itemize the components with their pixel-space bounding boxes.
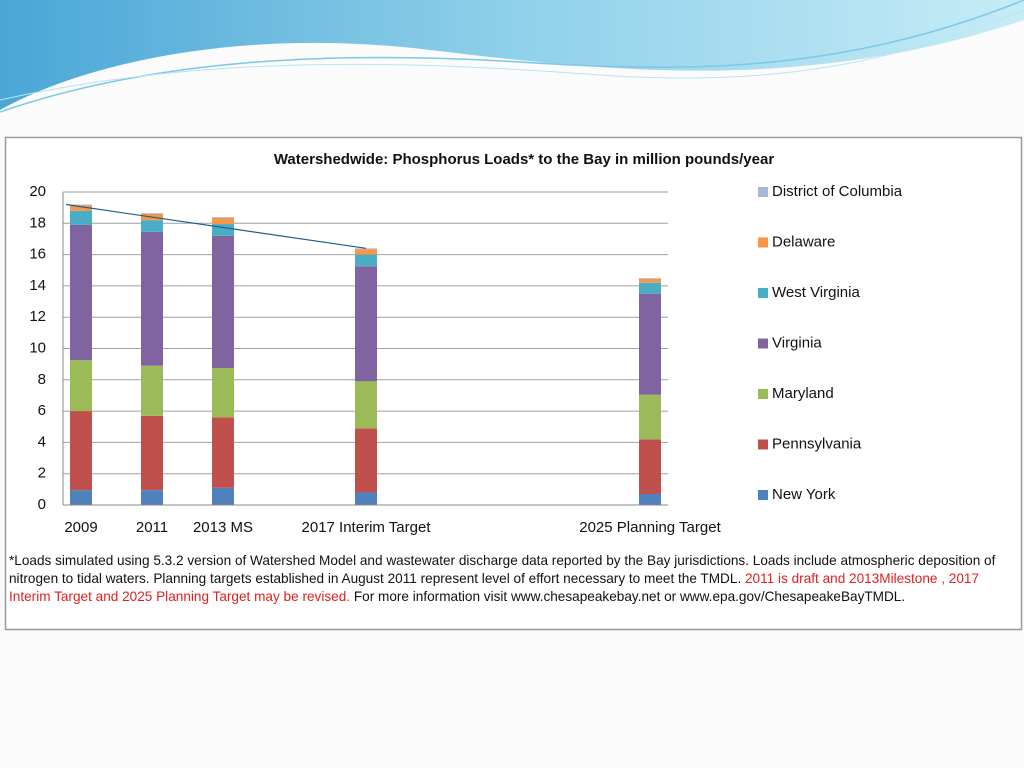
- bar-segment: [141, 213, 163, 214]
- header-wave: [0, 0, 1024, 110]
- bar-segment: [355, 381, 377, 429]
- bar-segment: [141, 415, 163, 491]
- footnote-text: For more information visit www.chesapeak…: [353, 589, 906, 604]
- legend-swatch: [758, 187, 768, 197]
- legend-swatch: [758, 439, 768, 450]
- y-tick-label: 18: [29, 214, 46, 231]
- y-tick-label: 6: [38, 402, 46, 419]
- bar-segment: [639, 439, 661, 495]
- legend-label: Maryland: [772, 385, 834, 402]
- bar-segment: [639, 278, 661, 279]
- bar-segment: [141, 231, 163, 366]
- legend-swatch: [758, 389, 768, 399]
- y-tick-label: 4: [38, 433, 46, 450]
- bar-segment: [212, 417, 234, 488]
- bar-segment: [70, 490, 92, 505]
- bar-segment: [639, 293, 661, 395]
- bar-segment: [70, 360, 92, 412]
- bar-segment: [355, 248, 377, 250]
- y-tick-label: 16: [29, 246, 46, 263]
- bar-segment: [639, 394, 661, 440]
- bar-segment: [70, 210, 92, 225]
- legend-label: West Virginia: [772, 284, 860, 301]
- bar-segment: [639, 278, 661, 283]
- legend-swatch: [758, 237, 768, 248]
- bar-segment: [355, 254, 377, 267]
- legend-label: Virginia: [772, 334, 822, 351]
- bar-segment: [141, 365, 163, 416]
- legend-label: District of Columbia: [772, 183, 903, 200]
- trend-line: [65, 203, 367, 249]
- chart-frame: [4, 136, 1023, 631]
- bar-segment: [141, 220, 163, 232]
- y-tick-label: 2: [38, 465, 46, 482]
- y-tick-label: 10: [29, 339, 46, 356]
- bar-segment: [639, 282, 661, 294]
- bar-segment: [355, 428, 377, 493]
- x-tick-label: 2013 MS: [193, 519, 253, 536]
- bar-segment: [70, 411, 92, 491]
- bar-segment: [212, 235, 234, 369]
- footnote-text: 2011 is draft and 2013Milestone , 2017 I…: [9, 571, 980, 604]
- x-tick-label: 2011: [136, 519, 168, 536]
- bar-segment: [355, 492, 377, 505]
- legend-label: New York: [772, 486, 836, 503]
- bar-segment: [70, 204, 92, 206]
- bar-segment: [212, 217, 234, 225]
- bar-segment: [212, 217, 234, 218]
- bar-segment: [212, 487, 234, 505]
- header-curve: [0, 9, 1024, 101]
- legend-swatch: [758, 338, 768, 349]
- bar-segment: [70, 224, 92, 361]
- legend-label: Delaware: [772, 233, 835, 250]
- y-tick-label: 12: [29, 308, 46, 325]
- y-tick-label: 0: [38, 496, 46, 513]
- y-tick-label: 8: [38, 371, 46, 388]
- legend-swatch: [758, 288, 768, 298]
- legend-label: Pennsylvania: [772, 435, 862, 452]
- bar-segment: [639, 494, 661, 505]
- footnote-text: *Loads simulated using 5.3.2 version of …: [9, 553, 996, 586]
- bar-segment: [70, 205, 92, 211]
- bar-segment: [141, 490, 163, 505]
- y-tick-label: 14: [29, 277, 46, 294]
- bar-segment: [355, 249, 377, 255]
- footnote: *Loads simulated using 5.3.2 version of …: [9, 552, 1009, 606]
- chart-title: Watershedwide: Phosphorus Loads* to the …: [274, 151, 775, 168]
- legend-swatch: [758, 490, 768, 500]
- bar-segment: [212, 224, 234, 236]
- x-tick-label: 2017 Interim Target: [302, 519, 432, 536]
- x-tick-label: 2009: [64, 519, 97, 536]
- x-tick-label: 2025 Planning Target: [579, 519, 721, 536]
- y-tick-label: 20: [29, 183, 46, 200]
- bar-segment: [212, 368, 234, 418]
- bar-segment: [355, 266, 377, 382]
